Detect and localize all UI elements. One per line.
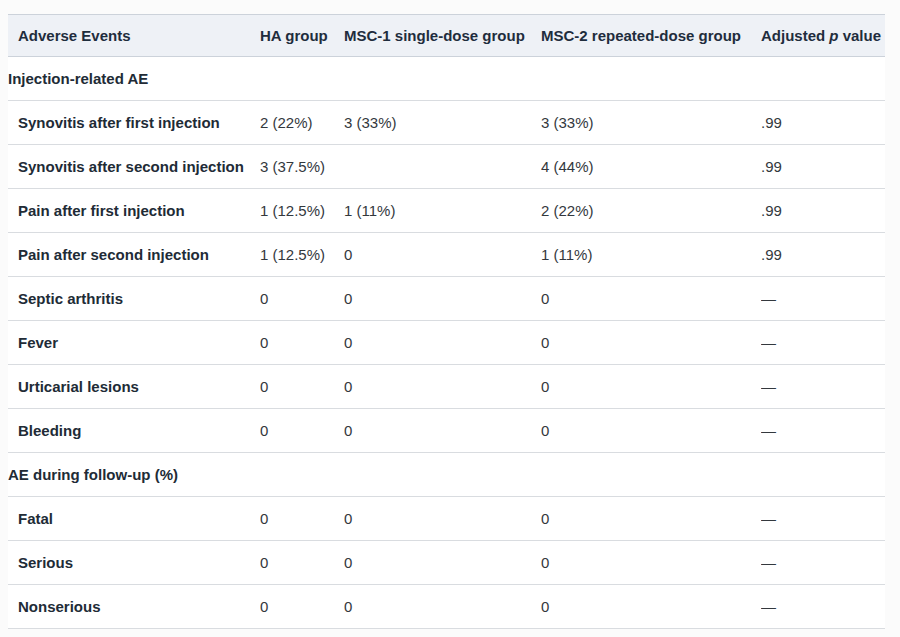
row-label: Bleeding xyxy=(8,409,260,453)
cell-adjusted-p-value: .99 xyxy=(761,101,885,145)
cell-ha-group: 2 (22%) xyxy=(260,101,344,145)
cell-adjusted-p-value: .99 xyxy=(761,145,885,189)
table-row: Synovitis after second injection 3 (37.5… xyxy=(8,145,885,189)
cell-msc1-group: 1 (11%) xyxy=(344,189,541,233)
cell-msc2-group: 0 xyxy=(541,277,761,321)
row-label: Pain after second injection xyxy=(8,233,260,277)
row-label: Synovitis after first injection xyxy=(8,101,260,145)
cell-ha-group: 0 xyxy=(260,277,344,321)
cell-msc1-group: 0 xyxy=(344,277,541,321)
cell-msc1-group: 0 xyxy=(344,585,541,629)
cell-adjusted-p-value: .99 xyxy=(761,189,885,233)
row-label: Fatal xyxy=(8,497,260,541)
row-label: Serious xyxy=(8,541,260,585)
adverse-events-table-grid: Adverse Events HA group MSC-1 single-dos… xyxy=(8,14,885,629)
table-row: Bleeding 0 0 0 — xyxy=(8,409,885,453)
p-value-header-italic-p: p xyxy=(829,27,838,44)
row-label: Septic arthritis xyxy=(8,277,260,321)
row-label: Urticarial lesions xyxy=(8,365,260,409)
table-row: Urticarial lesions 0 0 0 — xyxy=(8,365,885,409)
table-row: Fever 0 0 0 — xyxy=(8,321,885,365)
cell-adjusted-p-value: — xyxy=(761,321,885,365)
section-label: AE during follow-up (%) xyxy=(8,453,885,497)
col-header-msc2-group: MSC-2 repeated-dose group xyxy=(541,15,761,57)
cell-msc1-group: 3 (33%) xyxy=(344,101,541,145)
cell-ha-group: 1 (12.5%) xyxy=(260,189,344,233)
cell-ha-group: 0 xyxy=(260,585,344,629)
cell-msc1-group xyxy=(344,145,541,189)
cell-adjusted-p-value: — xyxy=(761,365,885,409)
section-row: Injection-related AE xyxy=(8,57,885,101)
cell-msc2-group: 3 (33%) xyxy=(541,101,761,145)
cell-adjusted-p-value: — xyxy=(761,541,885,585)
cell-msc2-group: 0 xyxy=(541,585,761,629)
cell-ha-group: 0 xyxy=(260,541,344,585)
adverse-events-table: Adverse Events HA group MSC-1 single-dos… xyxy=(8,14,885,629)
table-row: Septic arthritis 0 0 0 — xyxy=(8,277,885,321)
table-row: Synovitis after first injection 2 (22%) … xyxy=(8,101,885,145)
cell-ha-group: 3 (37.5%) xyxy=(260,145,344,189)
col-header-adverse-events: Adverse Events xyxy=(8,15,260,57)
cell-msc2-group: 0 xyxy=(541,497,761,541)
table-row: Pain after first injection 1 (12.5%) 1 (… xyxy=(8,189,885,233)
cell-adjusted-p-value: — xyxy=(761,409,885,453)
cell-msc2-group: 0 xyxy=(541,409,761,453)
table-row: Fatal 0 0 0 — xyxy=(8,497,885,541)
cell-adjusted-p-value: — xyxy=(761,497,885,541)
cell-ha-group: 1 (12.5%) xyxy=(260,233,344,277)
table-body: Injection-related AE Synovitis after fir… xyxy=(8,57,885,629)
row-label: Fever xyxy=(8,321,260,365)
cell-ha-group: 0 xyxy=(260,321,344,365)
col-header-ha-group: HA group xyxy=(260,15,344,57)
cell-ha-group: 0 xyxy=(260,497,344,541)
cell-msc1-group: 0 xyxy=(344,409,541,453)
col-header-msc1-group: MSC-1 single-dose group xyxy=(344,15,541,57)
col-header-adjusted-p-value: Adjusted p value xyxy=(761,15,885,57)
cell-msc2-group: 0 xyxy=(541,321,761,365)
cell-msc1-group: 0 xyxy=(344,321,541,365)
cell-msc2-group: 0 xyxy=(541,365,761,409)
cell-adjusted-p-value: .99 xyxy=(761,233,885,277)
cell-msc2-group: 0 xyxy=(541,541,761,585)
table-row: Pain after second injection 1 (12.5%) 0 … xyxy=(8,233,885,277)
cell-adjusted-p-value: — xyxy=(761,277,885,321)
cell-adjusted-p-value: — xyxy=(761,585,885,629)
p-value-header-prefix: Adjusted xyxy=(761,27,829,44)
row-label: Pain after first injection xyxy=(8,189,260,233)
cell-msc1-group: 0 xyxy=(344,365,541,409)
row-label: Nonserious xyxy=(8,585,260,629)
row-label: Synovitis after second injection xyxy=(8,145,260,189)
section-label: Injection-related AE xyxy=(8,57,885,101)
cell-msc1-group: 0 xyxy=(344,541,541,585)
cell-msc1-group: 0 xyxy=(344,233,541,277)
table-row: Serious 0 0 0 — xyxy=(8,541,885,585)
cell-ha-group: 0 xyxy=(260,365,344,409)
cell-msc2-group: 4 (44%) xyxy=(541,145,761,189)
cell-msc1-group: 0 xyxy=(344,497,541,541)
section-row: AE during follow-up (%) xyxy=(8,453,885,497)
cell-msc2-group: 2 (22%) xyxy=(541,189,761,233)
p-value-header-suffix: value xyxy=(839,27,882,44)
table-row: Nonserious 0 0 0 — xyxy=(8,585,885,629)
cell-msc2-group: 1 (11%) xyxy=(541,233,761,277)
cell-ha-group: 0 xyxy=(260,409,344,453)
table-header-row: Adverse Events HA group MSC-1 single-dos… xyxy=(8,15,885,57)
